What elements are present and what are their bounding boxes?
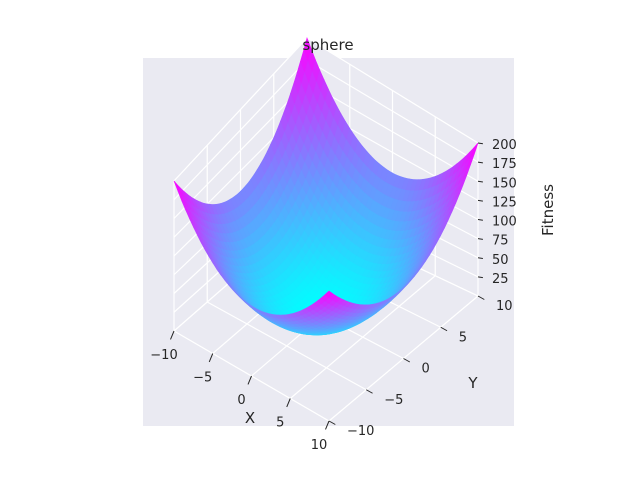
z-tick-label-mark [477, 219, 483, 221]
x-tick-label-mark [286, 398, 291, 408]
axis-ticks: −10 −5 0 5 10 −10 −5 0 5 10 25 50 75 100 125 150 175 200 [150, 138, 517, 453]
z-tick-label: 200 [492, 138, 517, 153]
y-tick-label-mark [328, 420, 336, 425]
y-tick-label: −5 [384, 393, 403, 408]
gridline-back-z [306, 59, 479, 163]
y-tick-label-mark [403, 358, 411, 363]
x-tick-label: 5 [276, 416, 284, 431]
y-tick-label: 10 [496, 299, 513, 314]
gridline-left-z [173, 59, 308, 201]
x-tick-label-mark [170, 330, 175, 340]
z-tick-label: 25 [492, 272, 509, 287]
gridline-back-z [306, 81, 479, 182]
z-tick-label-mark [477, 180, 483, 183]
z-tick-label-mark [477, 276, 483, 279]
x-tick-label-mark [247, 375, 252, 385]
z-tick-label: 75 [492, 234, 509, 249]
x-tick-label: −5 [193, 371, 212, 386]
y-tick-label: −10 [347, 424, 374, 439]
y-tick-label-mark [440, 326, 448, 332]
x-tick-label: 10 [311, 438, 328, 453]
surface-plot [173, 37, 479, 336]
x-tick-label-mark [208, 353, 214, 363]
gridline-floor-x [289, 275, 436, 399]
gridline-left-z [173, 37, 308, 182]
x-axis-label: X [245, 409, 255, 427]
z-tick-label-mark [477, 257, 483, 259]
y-tick-label: 5 [459, 330, 467, 345]
z-tick-label: 100 [492, 215, 517, 230]
y-tick-label: 0 [422, 362, 430, 377]
z-tick-label-mark [477, 199, 483, 202]
chart-title: sphere [302, 36, 353, 54]
z-tick-label: 125 [492, 195, 517, 210]
y-tick-label-mark [366, 389, 373, 394]
z-tick-label-mark [477, 142, 483, 145]
surface-patch [324, 290, 334, 298]
z-tick-label: 150 [492, 176, 517, 191]
z-axis-label: Fitness [539, 184, 557, 236]
gridline-left-z [173, 81, 308, 219]
z-tick-label: 175 [492, 157, 517, 172]
x-tick-label: 0 [237, 393, 245, 408]
x-tick-label-mark [325, 420, 330, 430]
gridline-back-z [306, 37, 479, 144]
y-tick-label-mark [477, 295, 485, 300]
x-tick-label: −10 [150, 348, 177, 363]
y-axis-label: Y [467, 374, 478, 392]
z-tick-label-mark [477, 238, 483, 240]
z-tick-label-mark [477, 161, 483, 164]
z-tick-label: 50 [492, 253, 509, 268]
